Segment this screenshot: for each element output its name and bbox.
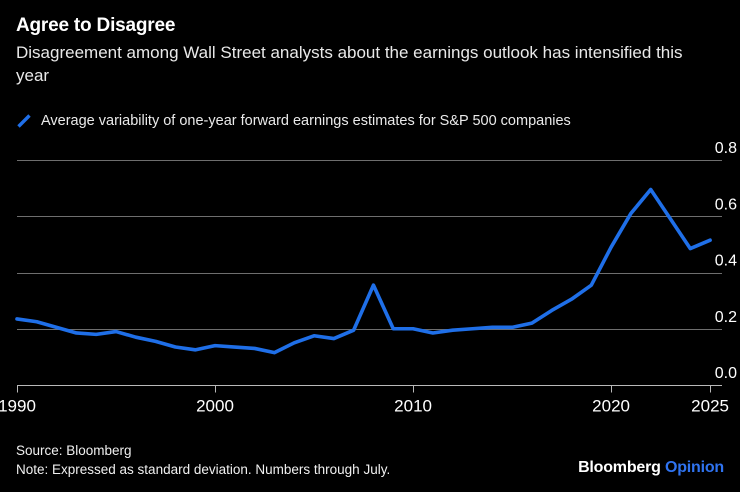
y-tick-label: 0.4 (715, 253, 737, 270)
footnotes: Source: Bloomberg Note: Expressed as sta… (16, 441, 390, 479)
chart-footer: Source: Bloomberg Note: Expressed as sta… (16, 441, 724, 479)
y-tick-label: 0.0 (715, 365, 737, 382)
brand-section: Opinion (664, 459, 724, 476)
series-line (15, 187, 712, 355)
x-tick-label: 1990 (0, 397, 36, 416)
y-tick-label: 0.2 (715, 309, 737, 326)
diagonal-line-swatch-icon (17, 114, 31, 128)
y-tick-label: 0.8 (715, 140, 737, 157)
bloomberg-opinion-logo: Bloomberg Opinion (578, 459, 724, 479)
methodology-note: Note: Expressed as standard deviation. N… (16, 462, 391, 477)
x-axis (16, 384, 722, 393)
source-note: Source: Bloomberg (16, 443, 132, 458)
page-title: Agree to Disagree (16, 15, 176, 36)
x-tick-label: 2010 (394, 397, 432, 416)
x-tick-label: 2025 (691, 397, 729, 416)
legend-item-label: Average variability of one-year forward … (41, 113, 571, 129)
plot-area: 0.0 0.2 0.4 0.6 0.8 1990 2000 2010 2020 2025 (0, 140, 737, 416)
y-axis-tick-labels: 0.0 0.2 0.4 0.6 0.8 (715, 140, 737, 382)
x-tick-label: 2020 (592, 397, 630, 416)
x-tick-label: 2000 (196, 397, 234, 416)
chart-legend: Average variability of one-year forward … (16, 112, 571, 130)
x-axis-tick-labels: 1990 2000 2010 2020 2025 (0, 397, 729, 416)
data-series-layer (15, 187, 712, 355)
brand-name: Bloomberg (578, 459, 661, 476)
chart-header: Agree to Disagree Disagreement among Wal… (16, 14, 716, 87)
y-tick-label: 0.6 (715, 196, 737, 213)
gridlines (17, 160, 722, 330)
chart-subtitle: Disagreement among Wall Street analysts … (16, 43, 683, 85)
chart-plot-svg: 0.0 0.2 0.4 0.6 0.8 1990 2000 2010 2020 2025 (0, 140, 737, 416)
